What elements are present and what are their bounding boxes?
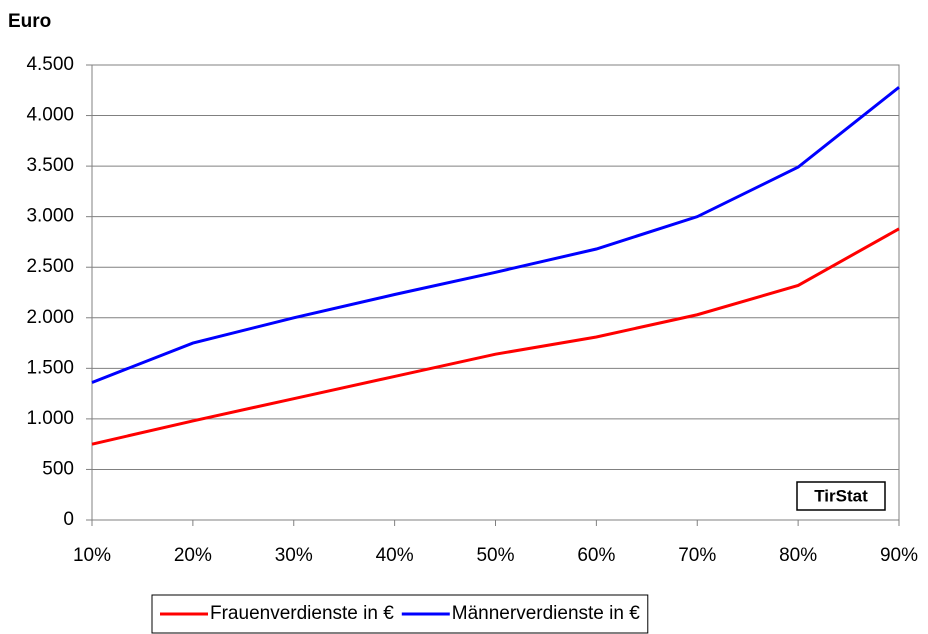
- y-tick-label: 3.000: [26, 206, 74, 227]
- series-line: [91, 86, 900, 384]
- y-tick-label: 2.000: [26, 307, 74, 328]
- y-tick-label: 1.000: [26, 408, 74, 429]
- x-tick-label: 90%: [880, 545, 918, 566]
- annotation-box: [796, 481, 886, 511]
- x-tick-label: 20%: [174, 545, 212, 566]
- x-tick-label: 70%: [678, 545, 716, 566]
- y-tick-label: 1.500: [26, 357, 74, 378]
- plot-area: [91, 64, 900, 521]
- y-tick-label: 0: [63, 509, 74, 530]
- y-tick-label: 3.500: [26, 155, 74, 176]
- x-tick-label: 30%: [275, 545, 313, 566]
- y-tick-label: 4.000: [26, 105, 74, 126]
- legend-label: Männerverdienste in €: [452, 603, 640, 624]
- y-axis-label: Euro: [8, 11, 51, 32]
- legend-label: Frauenverdienste in €: [210, 603, 394, 624]
- annotation: TirStat: [814, 486, 868, 505]
- legend-box: [151, 594, 649, 634]
- x-tick-label: 10%: [73, 545, 111, 566]
- y-tick-label: 2.500: [26, 256, 74, 277]
- y-tick-label: 500: [42, 458, 74, 479]
- x-tick-label: 40%: [376, 545, 414, 566]
- x-tick-label: 50%: [476, 545, 514, 566]
- y-tick-label: 4.500: [26, 54, 74, 75]
- x-tick-label: 80%: [779, 545, 817, 566]
- x-tick-label: 60%: [577, 545, 615, 566]
- series-line: [91, 227, 900, 446]
